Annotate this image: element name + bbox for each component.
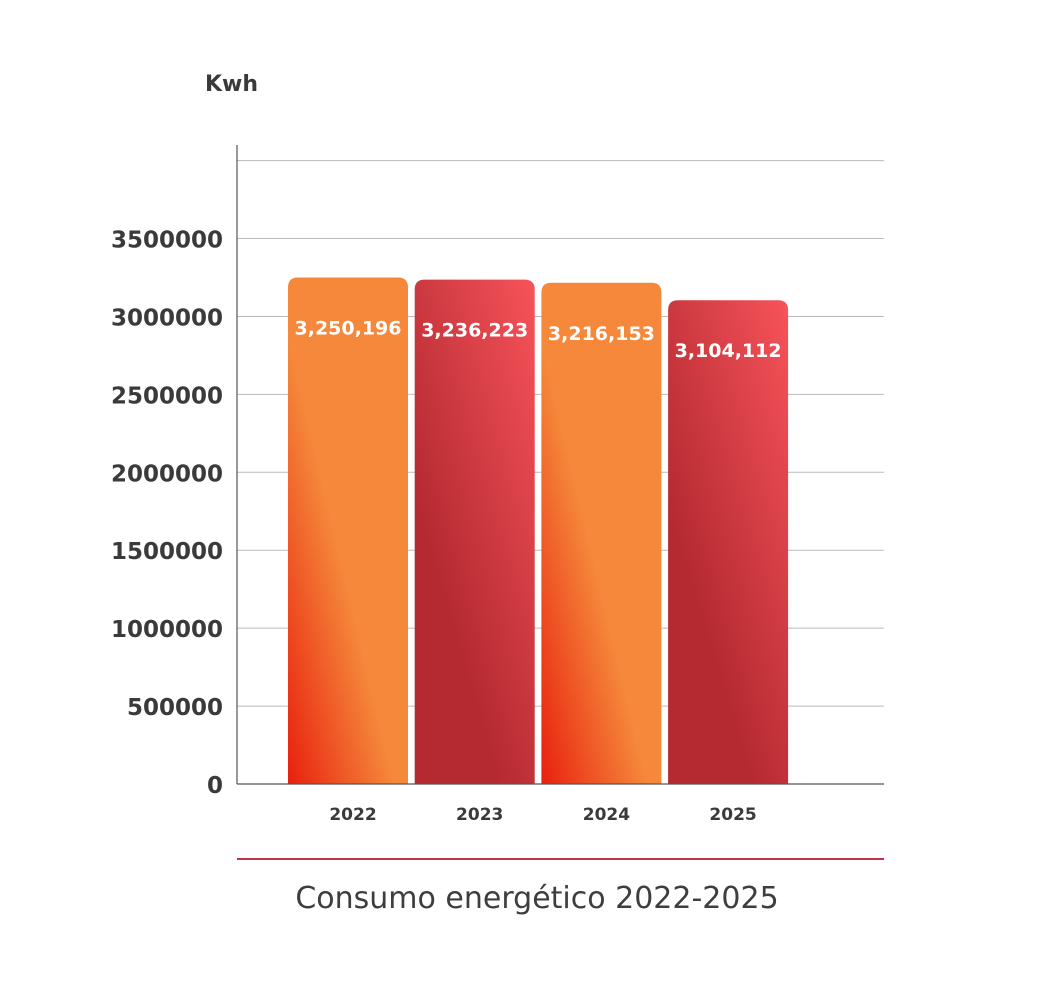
x-tick-label: 2025	[709, 805, 756, 825]
bars	[288, 277, 789, 784]
y-tick-label: 1500000	[111, 539, 223, 565]
y-tick-label: 500000	[127, 695, 223, 721]
y-tick-label: 0	[207, 773, 223, 799]
bar-2025	[668, 300, 789, 784]
y-tick-label: 2000000	[111, 461, 223, 487]
bar-value-label: 3,236,223	[421, 320, 528, 342]
bar-2024	[541, 282, 662, 784]
title-divider	[237, 858, 884, 860]
y-tick-label: 3500000	[111, 228, 223, 254]
y-tick-label: 1000000	[111, 617, 223, 643]
bar-2022	[288, 277, 408, 784]
bar-value-label: 3,104,112	[675, 340, 782, 362]
y-axis-unit-label: Kwh	[205, 72, 259, 97]
bar-value-label: 3,250,196	[295, 317, 402, 339]
bar-2023	[414, 279, 535, 784]
chart-title: Consumo energético 2022-2025	[295, 881, 779, 916]
y-tick-label: 3000000	[111, 305, 223, 331]
axes	[236, 145, 884, 785]
x-tick-label: 2022	[329, 805, 376, 825]
labels: 0 500000 1000000 1500000 2000000 2500000 30000…	[111, 228, 782, 825]
x-tick-label: 2024	[583, 805, 630, 825]
x-tick-label: 2023	[456, 805, 503, 825]
y-tick-label: 2500000	[111, 383, 223, 409]
bar-value-label: 3,216,153	[548, 323, 655, 345]
